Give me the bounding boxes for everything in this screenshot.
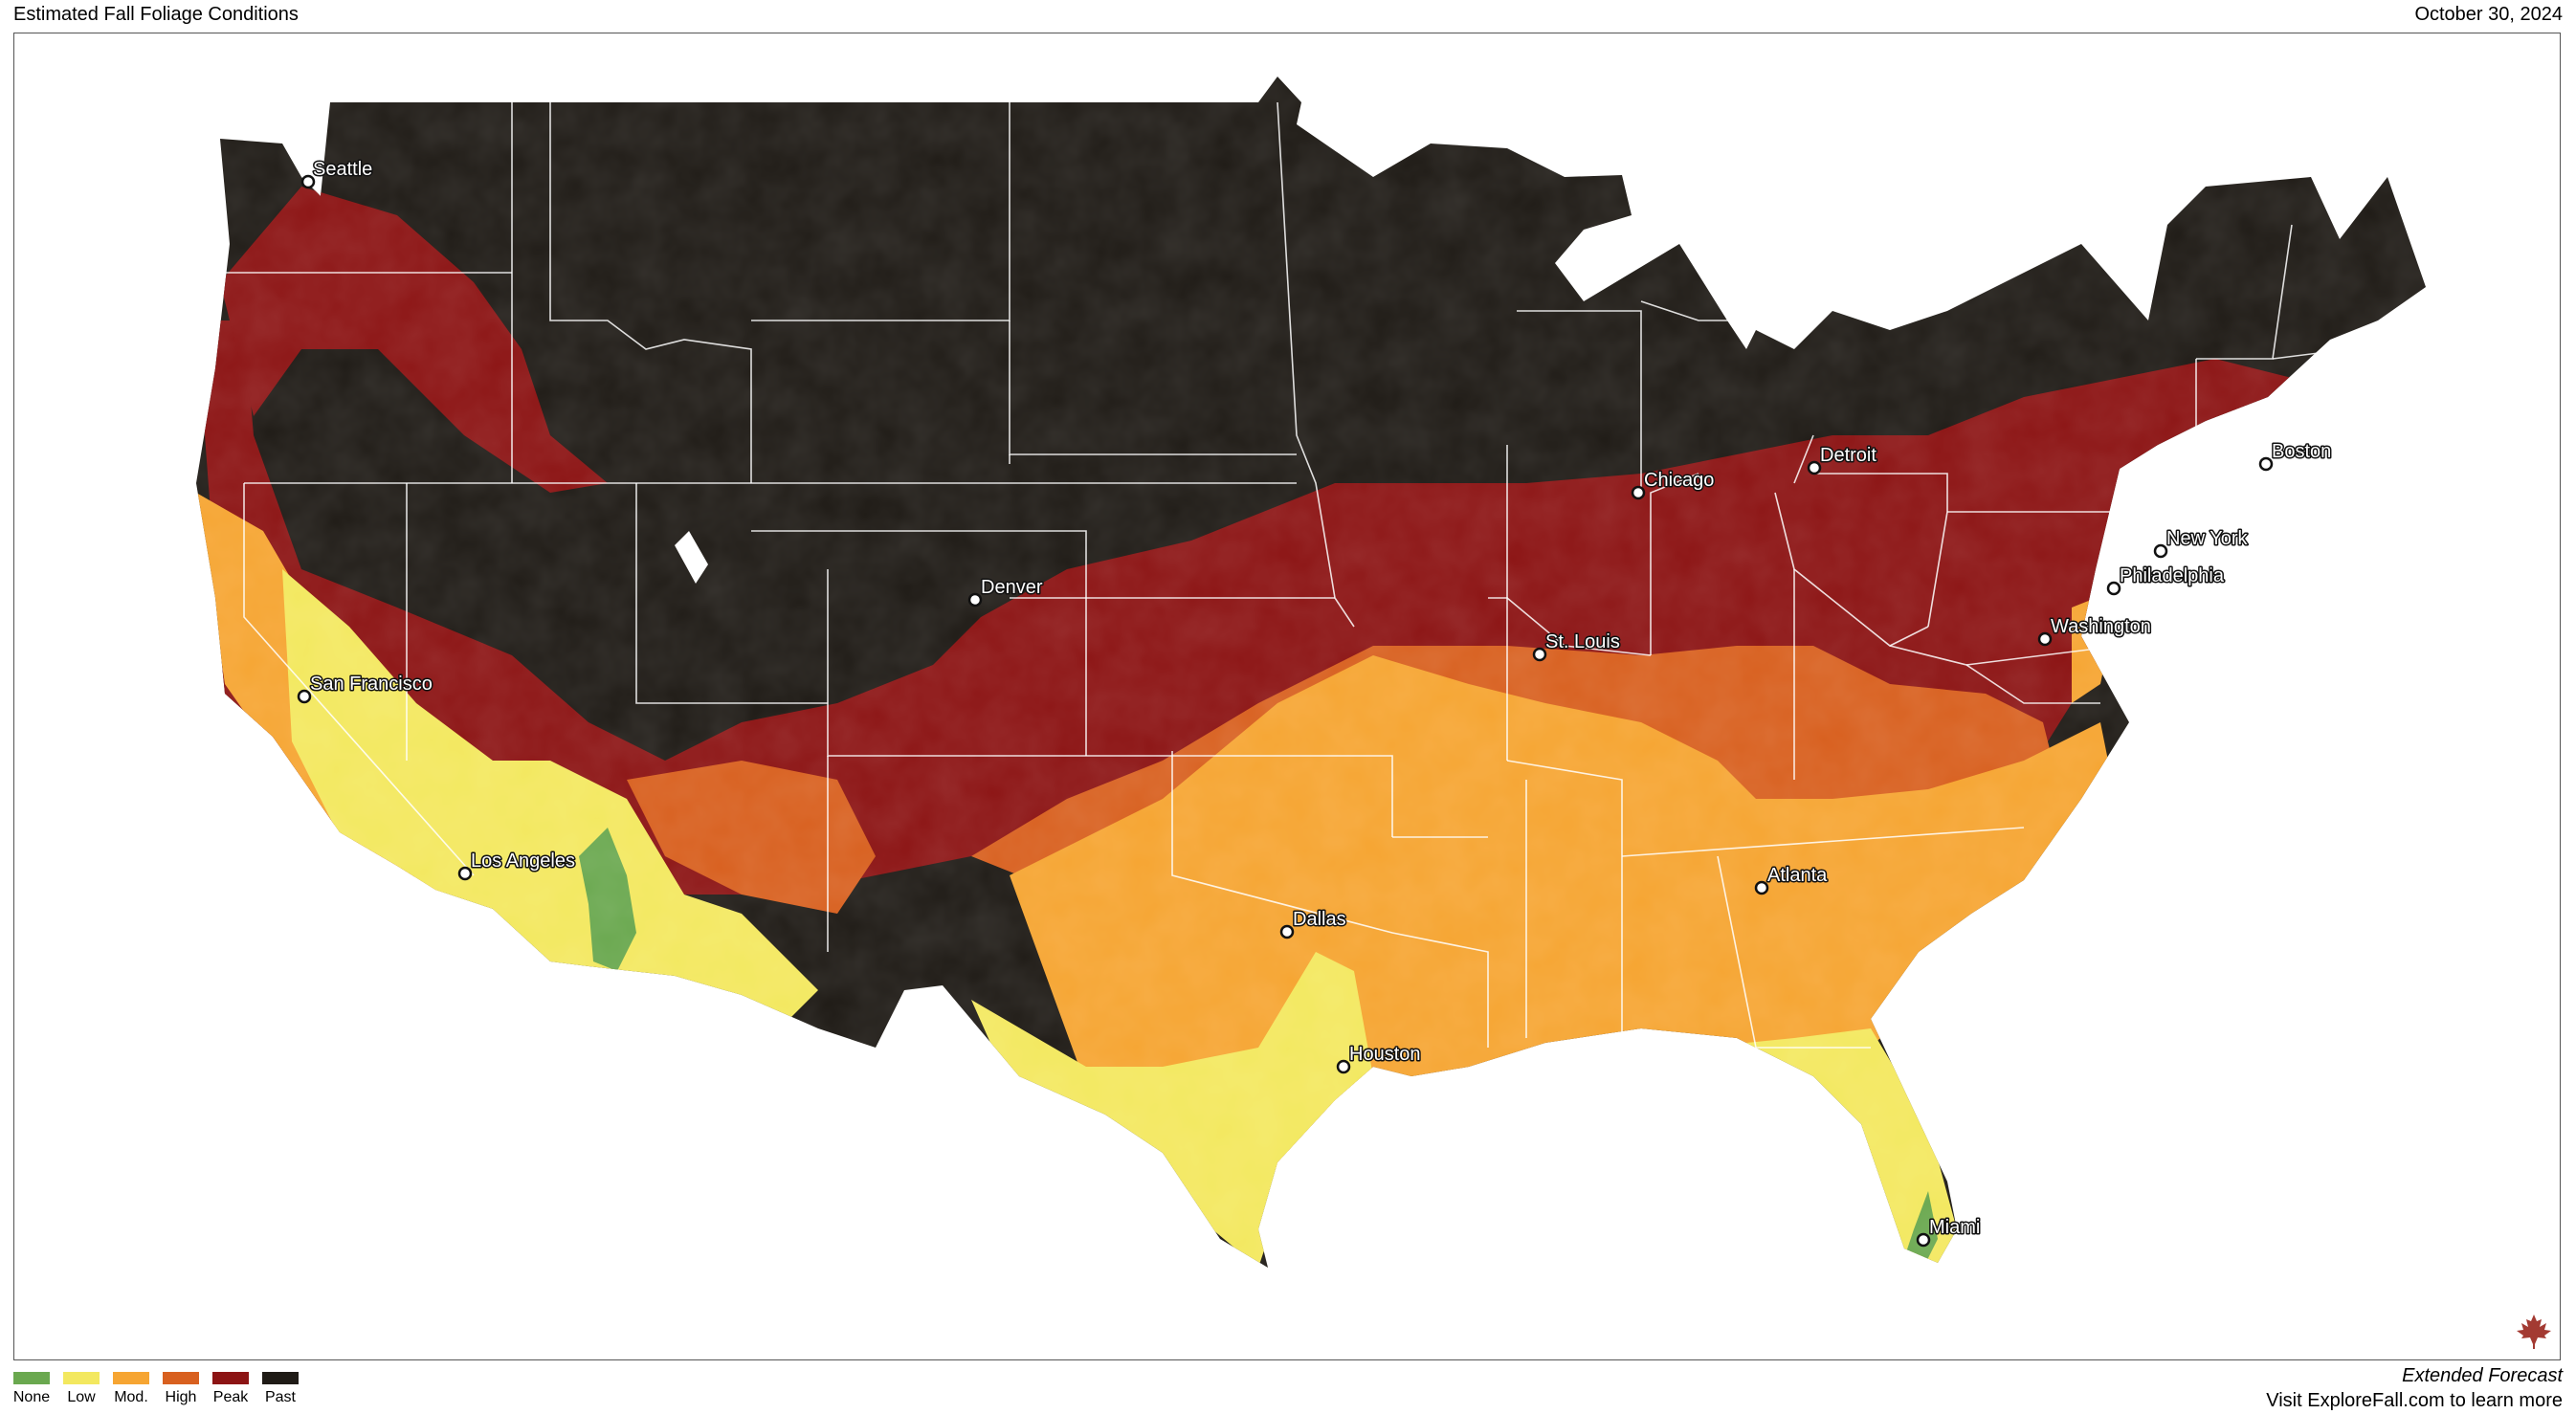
legend-item-peak: Peak (212, 1372, 249, 1406)
city-houston[interactable]: Houston (1336, 1043, 1422, 1074)
legend-swatch (212, 1372, 249, 1384)
legend-swatch (113, 1372, 149, 1384)
city-boston[interactable]: Boston (2258, 440, 2333, 472)
city-los-angeles[interactable]: Los Angeles (457, 850, 576, 881)
map-date: October 30, 2024 (2414, 4, 2563, 25)
legend-swatch (163, 1372, 199, 1384)
legend-label: High (165, 1389, 197, 1405)
svg-text:Miami: Miami (1929, 1217, 1980, 1238)
svg-text:Chicago: Chicago (1644, 470, 1714, 491)
svg-text:St. Louis: St. Louis (1545, 631, 1620, 652)
legend-swatch (63, 1372, 100, 1384)
svg-text:Houston: Houston (1349, 1044, 1421, 1065)
svg-text:Atlanta: Atlanta (1767, 865, 1828, 886)
city-markers: Seattle San Francisco Los Angeles Denver… (297, 158, 2333, 1248)
svg-text:Seattle: Seattle (313, 159, 372, 180)
foliage-map: Seattle San Francisco Los Angeles Denver… (13, 33, 2561, 1360)
legend-item-moderate: Mod. (113, 1372, 149, 1406)
legend-swatch (13, 1372, 50, 1384)
city-philadelphia[interactable]: Philadelphia (2106, 564, 2226, 596)
city-miami[interactable]: Miami (1916, 1216, 1982, 1248)
website-link[interactable]: Visit ExploreFall.com to learn more (2266, 1390, 2563, 1411)
svg-text:Detroit: Detroit (1820, 445, 1876, 466)
svg-text:Los Angeles: Los Angeles (471, 851, 575, 872)
city-new-york[interactable]: New York (2153, 527, 2250, 559)
city-chicago[interactable]: Chicago (1631, 469, 1716, 500)
legend-item-low: Low (63, 1372, 100, 1406)
legend-label: None (12, 1389, 51, 1405)
svg-text:Dallas: Dallas (1293, 909, 1346, 930)
city-atlanta[interactable]: Atlanta (1754, 864, 1830, 895)
svg-text:Washington: Washington (2051, 616, 2151, 637)
city-detroit[interactable]: Detroit (1807, 444, 1878, 475)
map-title: Estimated Fall Foliage Conditions (13, 4, 299, 25)
foliage-zones (196, 77, 2426, 1268)
legend-item-high: High (163, 1372, 199, 1406)
svg-text:New York: New York (2166, 528, 2248, 549)
svg-text:Boston: Boston (2272, 441, 2331, 462)
legend-swatch (262, 1372, 299, 1384)
legend-label: Peak (212, 1389, 249, 1405)
city-denver[interactable]: Denver (967, 576, 1044, 608)
city-dallas[interactable]: Dallas (1279, 908, 1347, 939)
legend-item-none: None (13, 1372, 50, 1406)
city-washington[interactable]: Washington (2037, 615, 2152, 647)
legend-label: Past (264, 1389, 296, 1405)
svg-text:Denver: Denver (981, 577, 1043, 598)
city-san-francisco[interactable]: San Francisco (297, 673, 433, 704)
city-st-louis[interactable]: St. Louis (1532, 630, 1621, 662)
legend-item-past: Past (262, 1372, 299, 1406)
forecast-label: Extended Forecast (2402, 1365, 2563, 1386)
svg-text:San Francisco: San Francisco (310, 674, 433, 695)
svg-text:Philadelphia: Philadelphia (2120, 565, 2225, 586)
maple-leaf-icon (2515, 1313, 2553, 1351)
city-seattle[interactable]: Seattle (300, 158, 374, 189)
state-borders (220, 101, 2350, 1049)
legend-label: Mod. (114, 1389, 148, 1405)
legend: None Low Mod. High Peak Past (13, 1372, 299, 1406)
legend-label: Low (67, 1389, 96, 1405)
